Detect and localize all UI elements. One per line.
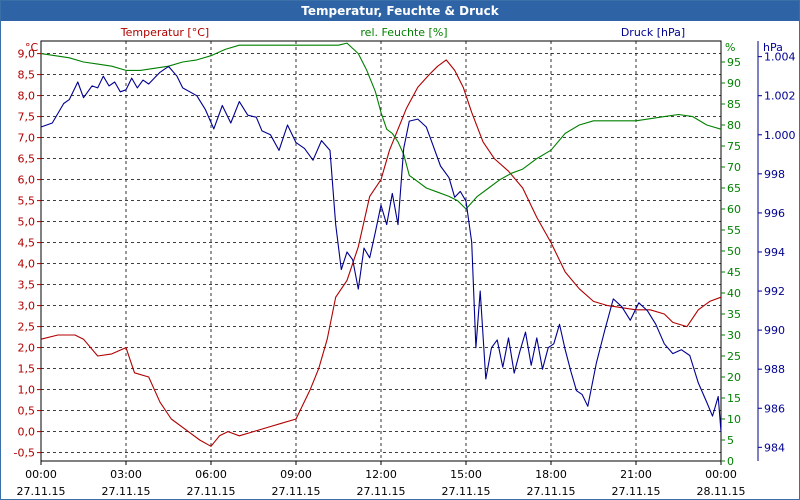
pressure-axis-label: Druck [hPa] [621, 26, 685, 39]
humidity-tick-label: 15 [727, 392, 741, 405]
window-title: Temperatur, Feuchte & Druck [1, 1, 799, 21]
x-tick-label-date: 27.11.15 [442, 485, 491, 498]
series-line-temperature [40, 59, 722, 447]
x-tick-label-date: 27.11.15 [527, 485, 576, 498]
humidity-tick-label: 30 [727, 329, 741, 342]
temperature-tick-label: 3,5 [18, 279, 36, 292]
humidity-tick-label: 60 [727, 203, 741, 216]
humidity-tick-label: 35 [727, 308, 741, 321]
humidity-tick-label: 5 [727, 434, 734, 447]
humidity-tick-label: 70 [727, 161, 741, 174]
temperature-tick-label: 1,5 [18, 363, 36, 376]
humidity-tick-label: 45 [727, 266, 741, 279]
temperature-tick-label: 8,5 [18, 69, 36, 82]
pressure-tick-label: 996 [764, 207, 785, 220]
pressure-tick-label: 1.002 [764, 90, 796, 103]
x-tick-label-time: 12:00 [365, 468, 397, 481]
temperature-tick-label: 2,5 [18, 321, 36, 334]
x-tick-label-time: 00:00 [25, 468, 57, 481]
temperature-tick-label: 7,0 [18, 132, 36, 145]
temperature-tick-label: 6,5 [18, 153, 36, 166]
temperature-tick-label: 1,0 [18, 384, 36, 397]
temperature-tick-label: 0,0 [18, 426, 36, 439]
axes-group: 00:00 27.11.15 03:00 27.11.15 06:00 27.11.15 0… [14, 26, 796, 498]
pressure-tick-label: 988 [764, 363, 785, 376]
pressure-tick-label: 990 [764, 324, 785, 337]
pressure-tick-label: 984 [764, 441, 785, 454]
pressure-tick-label: 986 [764, 402, 785, 415]
humidity-tick-label: 0 [727, 455, 734, 468]
pressure-tick-label: 994 [764, 246, 785, 259]
temperature-tick-label: 9,0 [18, 48, 36, 61]
x-tick-label-time: 21:00 [620, 468, 652, 481]
x-tick-label-date: 27.11.15 [612, 485, 661, 498]
temperature-tick-label: 7,5 [18, 111, 36, 124]
temperature-tick-label: 8,0 [18, 90, 36, 103]
x-tick-label-time: 00:00 [705, 468, 737, 481]
x-tick-label-date: 27.11.15 [272, 485, 321, 498]
humidity-tick-label: 55 [727, 224, 741, 237]
x-tick-label-date: 27.11.15 [187, 485, 236, 498]
x-tick-label-date: 27.11.15 [102, 485, 151, 498]
x-tick-label-date: 28.11.15 [697, 485, 746, 498]
humidity-tick-label: 10 [727, 413, 741, 426]
x-tick-label-date: 27.11.15 [357, 485, 406, 498]
temperature-tick-label: 5,0 [18, 216, 36, 229]
humidity-tick-label: 20 [727, 371, 741, 384]
x-tick-label-time: 03:00 [110, 468, 142, 481]
series-group [40, 42, 722, 447]
humidity-tick-label: 50 [727, 245, 741, 258]
x-tick-label-time: 18:00 [535, 468, 567, 481]
temperature-tick-label: -0,5 [14, 447, 35, 460]
x-tick-label-time: 06:00 [195, 468, 227, 481]
humidity-axis-label: rel. Feuchte [%] [360, 26, 447, 39]
x-tick-label-time: 09:00 [280, 468, 312, 481]
pressure-tick-label: 1.000 [764, 129, 796, 142]
humidity-tick-label: 80 [727, 119, 741, 132]
x-tick-label-date: 27.11.15 [17, 485, 66, 498]
temperature-axis-label: Temperatur [°C] [120, 26, 209, 39]
humidity-tick-label: 90 [727, 77, 741, 90]
temperature-tick-label: 3,0 [18, 300, 36, 313]
humidity-tick-label: 95 [727, 56, 741, 69]
humidity-tick-label: 65 [727, 182, 741, 195]
humidity-tick-label: 25 [727, 350, 741, 363]
series-line-pressure [40, 65, 722, 432]
temperature-tick-label: 2,0 [18, 342, 36, 355]
pressure-unit: hPa [763, 41, 783, 54]
temperature-tick-label: 4,5 [18, 237, 36, 250]
temperature-unit: °C [25, 41, 39, 54]
temperature-tick-label: 6,0 [18, 174, 36, 187]
temperature-tick-label: 0,5 [18, 405, 36, 418]
humidity-tick-label: 75 [727, 140, 741, 153]
humidity-unit: % [725, 41, 735, 54]
pressure-tick-label: 992 [764, 285, 785, 298]
pressure-tick-label: 1.004 [764, 51, 796, 64]
temperature-tick-label: 4,0 [18, 258, 36, 271]
series-line-humidity [40, 42, 722, 210]
humidity-tick-label: 40 [727, 287, 741, 300]
pressure-tick-label: 998 [764, 168, 785, 181]
grid [41, 41, 721, 461]
x-tick-label-time: 15:00 [450, 468, 482, 481]
temperature-tick-label: 5,5 [18, 195, 36, 208]
humidity-tick-label: 85 [727, 98, 741, 111]
